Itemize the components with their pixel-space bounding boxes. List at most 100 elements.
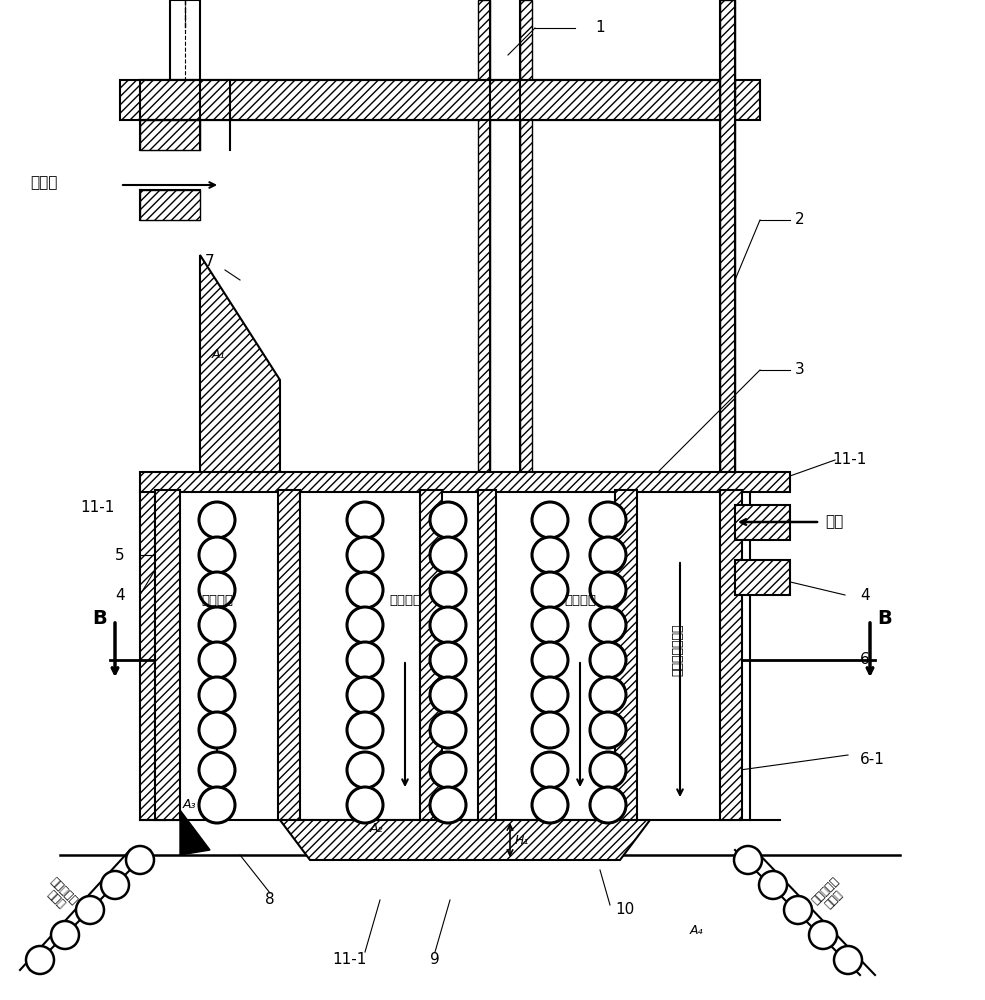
Bar: [735, 560, 790, 595]
Circle shape: [51, 921, 79, 949]
Text: 8: 8: [265, 892, 275, 908]
Circle shape: [590, 677, 626, 713]
Bar: [155, 490, 180, 820]
Circle shape: [347, 752, 383, 788]
Bar: [720, 490, 742, 820]
Circle shape: [430, 642, 466, 678]
Circle shape: [759, 871, 787, 899]
Circle shape: [26, 946, 54, 974]
Text: 11-1: 11-1: [832, 452, 867, 468]
Text: 浓荒煤气: 浓荒煤气: [564, 593, 596, 606]
Circle shape: [347, 677, 383, 713]
Circle shape: [809, 921, 837, 949]
Circle shape: [590, 502, 626, 538]
Bar: [120, 80, 760, 120]
Circle shape: [101, 871, 129, 899]
Text: B: B: [93, 608, 107, 628]
Text: B: B: [878, 608, 892, 628]
Text: A₄: A₄: [690, 924, 703, 936]
Bar: [140, 190, 200, 220]
Bar: [478, 490, 496, 820]
Circle shape: [590, 572, 626, 608]
Circle shape: [590, 787, 626, 823]
Text: A₂: A₂: [370, 822, 383, 834]
Circle shape: [347, 712, 383, 748]
Polygon shape: [180, 810, 210, 855]
Bar: [140, 490, 165, 820]
Circle shape: [532, 642, 568, 678]
Bar: [140, 472, 790, 492]
Circle shape: [347, 607, 383, 643]
Text: A₁: A₁: [211, 349, 225, 361]
Text: 4: 4: [860, 587, 870, 602]
Circle shape: [590, 712, 626, 748]
Circle shape: [532, 607, 568, 643]
Polygon shape: [200, 255, 280, 490]
Circle shape: [532, 502, 568, 538]
Polygon shape: [280, 820, 650, 860]
Circle shape: [430, 752, 466, 788]
Circle shape: [347, 502, 383, 538]
Text: 2: 2: [795, 213, 805, 228]
Circle shape: [430, 502, 466, 538]
Circle shape: [532, 677, 568, 713]
Bar: [478, 0, 490, 490]
Text: 6-1: 6-1: [860, 752, 885, 768]
Text: 11-1: 11-1: [80, 500, 114, 516]
Circle shape: [590, 607, 626, 643]
Circle shape: [199, 787, 235, 823]
Circle shape: [734, 846, 762, 874]
Circle shape: [199, 712, 235, 748]
Circle shape: [199, 677, 235, 713]
Text: 浓荒煤气: 浓荒煤气: [389, 593, 421, 606]
Circle shape: [532, 787, 568, 823]
Circle shape: [347, 537, 383, 573]
Bar: [735, 505, 790, 540]
Circle shape: [199, 572, 235, 608]
Text: 荒煤气: 荒煤气: [30, 176, 57, 190]
Circle shape: [834, 946, 862, 974]
Text: 7: 7: [205, 254, 215, 269]
Circle shape: [532, 712, 568, 748]
Circle shape: [532, 572, 568, 608]
Bar: [520, 0, 532, 490]
Circle shape: [199, 607, 235, 643]
Circle shape: [126, 846, 154, 874]
Text: 空气: 空气: [825, 514, 843, 530]
Circle shape: [590, 752, 626, 788]
Circle shape: [199, 537, 235, 573]
Circle shape: [199, 502, 235, 538]
Bar: [140, 120, 200, 150]
Bar: [170, 0, 200, 80]
Circle shape: [347, 787, 383, 823]
Text: 6: 6: [860, 652, 870, 668]
Circle shape: [590, 537, 626, 573]
Bar: [615, 490, 637, 820]
Text: 10: 10: [615, 902, 634, 918]
Circle shape: [430, 537, 466, 573]
Circle shape: [532, 752, 568, 788]
Text: 3: 3: [795, 362, 805, 377]
Circle shape: [347, 572, 383, 608]
Bar: [140, 80, 720, 120]
Text: A₃: A₃: [183, 798, 196, 812]
Circle shape: [199, 752, 235, 788]
Text: 4: 4: [115, 587, 125, 602]
Circle shape: [430, 572, 466, 608]
Text: 淡荒煤气: 淡荒煤气: [201, 593, 233, 606]
Bar: [278, 490, 300, 820]
Circle shape: [430, 677, 466, 713]
Text: 锅炉背火侧
水冷壁: 锅炉背火侧 水冷壁: [40, 876, 80, 914]
Circle shape: [590, 642, 626, 678]
Text: 9: 9: [430, 952, 439, 968]
Circle shape: [347, 642, 383, 678]
Text: 1: 1: [595, 20, 605, 35]
Circle shape: [76, 896, 104, 924]
Text: 锅炉向火侧
水冷壁: 锅炉向火侧 水冷壁: [811, 876, 849, 914]
Bar: [420, 490, 442, 820]
Text: 向火侧边风通道: 向火侧边风通道: [672, 624, 685, 676]
Circle shape: [199, 642, 235, 678]
Circle shape: [784, 896, 812, 924]
Text: H₁: H₁: [515, 834, 529, 846]
Bar: [720, 0, 735, 490]
